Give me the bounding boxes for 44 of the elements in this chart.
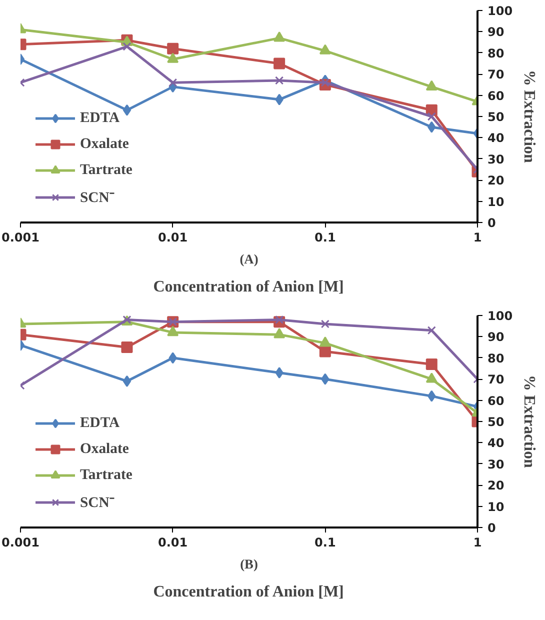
y-tick-label: 90 [488,25,504,40]
y-tick-label: 100 [488,4,513,18]
legend-label: EDTA [80,414,120,432]
x-axis-title: Concentration of Anion [M] [153,584,344,600]
x-axis-title: Concentration of Anion [M] [153,278,344,296]
x-tick-label: 0.001 [2,536,40,550]
legend-label: Tartrate [80,466,132,484]
legend-label: EDTA [80,110,120,126]
x-tick-label: 0.01 [158,230,188,244]
y-tick-label: 40 [488,131,504,146]
y-tick-label: 20 [488,174,504,188]
y-tick-label: 0 [488,216,496,230]
y-tick-label: 80 [488,351,504,366]
legend-label: Oxalate [80,440,129,458]
y-tick-label: 50 [488,415,504,429]
y-tick-label: 70 [488,68,504,82]
y-axis-title: % Extraction [520,70,538,164]
x-tick-label: 0.1 [314,230,336,244]
y-tick-label: 60 [488,88,504,103]
x-tick-label: 0.1 [314,536,336,550]
y-tick-label: 30 [488,457,504,472]
text: (B) [240,556,258,572]
x-tick-label: 1 [473,536,482,550]
y-tick-label: 30 [488,152,504,166]
y-tick-label: 10 [488,194,504,209]
legend-label: Tartrate [80,162,132,178]
y-tick-label: 100 [488,309,513,323]
y-tick-label: 20 [488,478,504,493]
y-tick-label: 50 [488,110,504,124]
y-tick-label: 0 [488,521,496,535]
legend-label: SCN⁻ [80,189,114,207]
x-tick-label: 0.01 [158,536,188,550]
y-axis-title: % Extraction [520,375,538,468]
legend-label: Oxalate [80,136,129,152]
x-tick-label: 1 [473,230,482,244]
y-tick-label: 70 [488,372,504,387]
y-tick-label: 10 [488,500,504,514]
x-tick-label: 0.001 [2,230,40,244]
legend-label: SCN⁻ [80,494,114,512]
y-tick-label: 40 [488,436,504,450]
y-tick-label: 80 [488,46,504,60]
text: (A) [240,252,258,266]
y-tick-label: 90 [488,330,504,344]
y-tick-label: 60 [488,394,504,408]
